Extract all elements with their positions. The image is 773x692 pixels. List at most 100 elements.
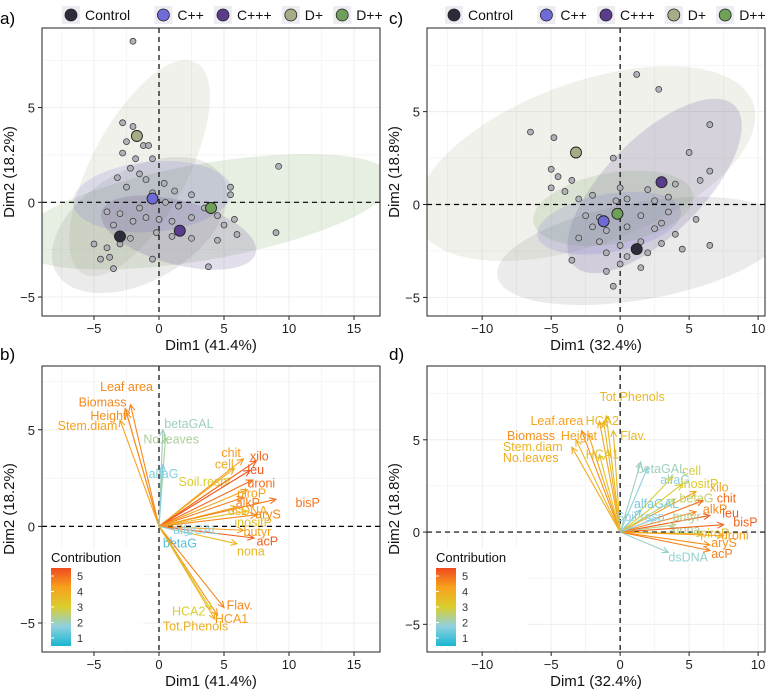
legend-label: Control bbox=[85, 7, 130, 23]
x-tick-label: 5 bbox=[220, 657, 227, 672]
legend-label: C+++ bbox=[620, 7, 655, 23]
vector-hca2: HCA2 bbox=[586, 414, 621, 533]
data-point bbox=[136, 170, 143, 178]
vector-arrowhead bbox=[702, 545, 712, 553]
data-point bbox=[671, 180, 679, 188]
data-point bbox=[612, 197, 620, 205]
y-axis-title: Dim2 (18.8%) bbox=[386, 463, 403, 555]
vector-arrowhead bbox=[695, 499, 705, 507]
plot-frame bbox=[426, 27, 766, 317]
vector-arrowhead bbox=[696, 530, 705, 538]
vector-arys: aryS bbox=[158, 508, 281, 527]
x-tick-label: 10 bbox=[751, 321, 765, 336]
data-point bbox=[561, 188, 569, 195]
vector-arrowhead bbox=[716, 521, 725, 529]
vector-line bbox=[619, 461, 642, 533]
plot-area bbox=[427, 28, 765, 316]
vector-inositp: inositP bbox=[158, 508, 272, 529]
vector-label: betaG bbox=[679, 492, 713, 506]
vector-inositp: inositP bbox=[619, 477, 719, 533]
legend-label: C+++ bbox=[237, 7, 272, 23]
data-point bbox=[129, 217, 137, 225]
vector-arrowhead bbox=[240, 508, 249, 516]
vector-arrowhead bbox=[245, 479, 254, 486]
data-point bbox=[160, 180, 168, 187]
data-point bbox=[655, 85, 663, 93]
vector-label: inositP bbox=[234, 515, 272, 529]
vector-arrowhead bbox=[600, 420, 608, 429]
vector-arrowhead bbox=[159, 428, 167, 437]
legend-marker-icon bbox=[540, 8, 553, 22]
data-point bbox=[575, 195, 583, 203]
vector-arrowhead bbox=[217, 600, 225, 609]
data-point bbox=[155, 216, 163, 223]
data-point bbox=[231, 216, 238, 223]
vector-arrowhead bbox=[236, 496, 245, 503]
vector-line bbox=[158, 506, 238, 527]
y-tick-label: 0 bbox=[28, 195, 35, 210]
x-tick-label: 0 bbox=[617, 657, 624, 672]
vector-line bbox=[620, 511, 697, 533]
vector-label: betaG bbox=[163, 537, 197, 551]
vector-arrowhead bbox=[184, 529, 193, 537]
vector-line bbox=[158, 467, 235, 527]
legend-label: D+ bbox=[305, 7, 323, 23]
x-tick-label: −10 bbox=[471, 657, 493, 672]
data-point bbox=[596, 238, 603, 246]
data-point bbox=[671, 230, 679, 238]
vector-label: Flav. bbox=[620, 429, 646, 443]
legend-marker-icon bbox=[335, 8, 349, 22]
data-point bbox=[706, 167, 714, 175]
vector-label: HCA2 bbox=[586, 414, 619, 428]
data-point bbox=[106, 253, 113, 261]
vector-label: piroP bbox=[237, 486, 266, 500]
data-point bbox=[527, 128, 534, 136]
vector-label: inositP bbox=[681, 477, 719, 491]
vector-arrowhead bbox=[269, 497, 278, 505]
x-tick-label: −5 bbox=[544, 657, 559, 672]
contribution-tick-label: 5 bbox=[77, 571, 83, 583]
data-point bbox=[616, 260, 624, 268]
data-point bbox=[658, 219, 665, 227]
data-point bbox=[119, 119, 126, 127]
plot-area bbox=[42, 28, 380, 316]
x-tick-label: 5 bbox=[220, 321, 227, 336]
data-point bbox=[149, 155, 156, 163]
data-point bbox=[623, 253, 631, 260]
x-tick-label: 15 bbox=[347, 321, 361, 336]
legend-top-left: Control C++ C+++ D+ D++ bbox=[62, 6, 383, 24]
centroid-dp bbox=[570, 146, 582, 159]
contribution-tick-label: 2 bbox=[77, 618, 83, 630]
x-tick-label: −5 bbox=[544, 321, 559, 336]
vector-arrowhead bbox=[634, 508, 642, 517]
data-point bbox=[275, 162, 282, 170]
x-tick-label: −5 bbox=[87, 657, 102, 672]
legend-top-right: Control C++ C+++ D+ D++ bbox=[445, 6, 766, 24]
vector-arrowhead bbox=[597, 453, 605, 462]
axes: −10 −5 0 5 10 −5 0 5 Dim1 (32.4%) Dim2 (18.8%) bbox=[386, 105, 765, 354]
x-tick-label: −5 bbox=[87, 321, 102, 336]
vector-hca1: HCA1 bbox=[586, 447, 621, 533]
legend-marker-icon bbox=[284, 8, 298, 22]
vector-label: alkP bbox=[703, 503, 727, 517]
vector-label: Leaf.area bbox=[530, 414, 583, 428]
vector-bisp: bisP bbox=[158, 496, 320, 527]
vector-label: aryS bbox=[711, 536, 737, 550]
vector-line bbox=[158, 514, 257, 527]
vector-arrowhead bbox=[208, 612, 216, 621]
panel-c-label: c) bbox=[389, 9, 403, 28]
contribution-tick-label: 4 bbox=[462, 587, 468, 599]
vector-label: dsDNA bbox=[668, 551, 708, 565]
data-point bbox=[547, 184, 555, 192]
contribution-tick-label: 2 bbox=[462, 618, 468, 630]
vector-uroni: uroni bbox=[158, 477, 275, 527]
legend-item-dp: D+ bbox=[664, 6, 706, 24]
y-tick-label: 5 bbox=[28, 423, 35, 438]
x-tick-label: 0 bbox=[155, 657, 162, 672]
legend-marker-icon bbox=[156, 8, 170, 22]
data-point bbox=[127, 234, 134, 242]
data-point bbox=[602, 227, 610, 234]
data-point bbox=[136, 204, 143, 212]
vector-arrowhead bbox=[675, 483, 684, 491]
